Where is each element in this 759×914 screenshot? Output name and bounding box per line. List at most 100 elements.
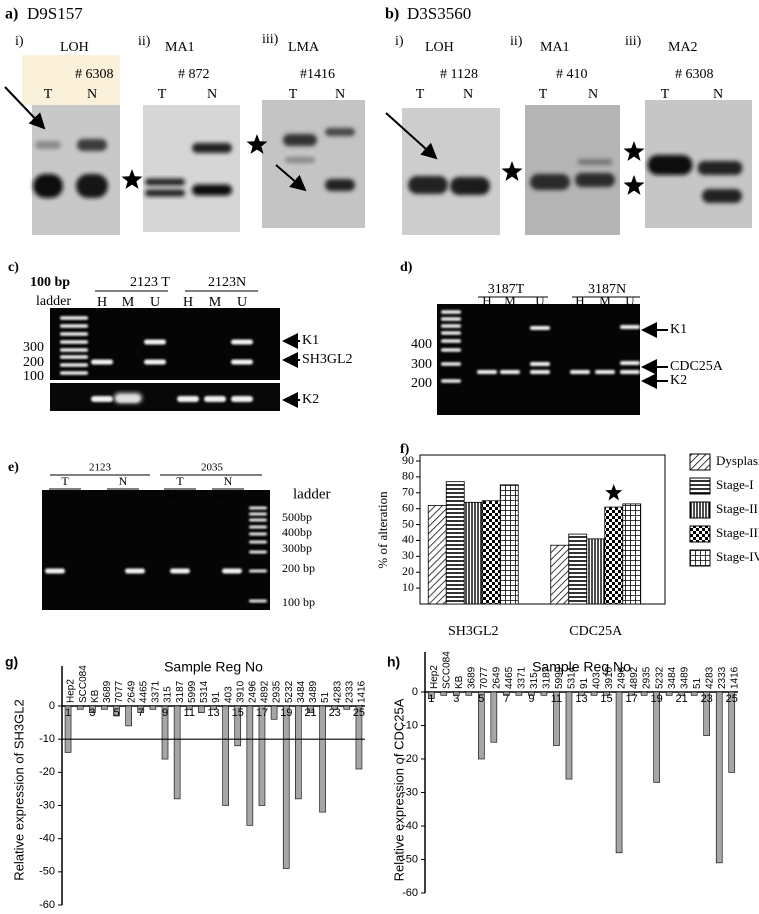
bar (550, 544, 570, 605)
lane-label: H (183, 295, 193, 310)
sample-label: 5999 (187, 680, 198, 703)
sample-label: 51 (320, 691, 331, 703)
sample-id: # 872 (178, 67, 210, 82)
lane-label: M (167, 490, 178, 504)
lane-label: M (108, 490, 119, 504)
gel-band (33, 174, 63, 198)
bar (678, 691, 685, 696)
x-tick-label: 15 (232, 707, 244, 719)
bar (319, 705, 326, 813)
x-tick-label: 7 (503, 693, 509, 705)
plot-frame (419, 454, 666, 605)
y-axis-label: % of alteration (375, 491, 390, 569)
lane-label: M (122, 295, 135, 310)
panel-label: c) (8, 260, 19, 275)
sample-label: 3910 (235, 680, 246, 703)
tissue-label: T (176, 474, 184, 488)
y-tick-label: -60 (402, 887, 418, 899)
star (623, 141, 645, 161)
y-tick-label: 70 (402, 485, 414, 499)
sample-id: # 6308 (75, 67, 114, 82)
legend-swatch (689, 549, 711, 567)
size-label: 100 bp (282, 595, 315, 609)
x-tick-label: CDC25A (569, 624, 623, 639)
lane-label: H (575, 293, 584, 308)
x-tick-label: 19 (650, 693, 662, 705)
gel-band (144, 359, 166, 365)
sample-label: 91 (579, 677, 590, 689)
sample-label: 5232 (284, 680, 295, 703)
x-tick-label: 1 (65, 707, 71, 719)
y-tick-label: 10 (402, 580, 414, 594)
lane-label: N (335, 87, 345, 102)
gel-band (620, 361, 640, 365)
gel-band (530, 174, 570, 190)
gel-band (204, 396, 226, 402)
bar (565, 691, 573, 780)
y-tick-label: -30 (39, 799, 55, 811)
sample-label: 3187 (542, 666, 553, 689)
gel-band (577, 159, 613, 165)
bar (76, 705, 84, 710)
panel-kind: MA2 (668, 40, 698, 55)
lane-label: U (625, 293, 635, 308)
size-label: 200 (411, 376, 432, 391)
y-tick-label: -20 (402, 753, 418, 765)
gel-band (144, 339, 166, 345)
panel-kind: MA1 (540, 40, 570, 55)
x-tick-label: 11 (551, 693, 562, 705)
sample-label: 2649 (492, 666, 503, 689)
bar (282, 705, 290, 869)
gel-band (249, 599, 267, 603)
sample-label: 3489 (679, 666, 690, 689)
panel-num: iii) (625, 34, 642, 49)
size-label: 300 (23, 340, 44, 355)
bar (568, 533, 588, 605)
bar (690, 691, 698, 696)
x-tick-label: 5 (113, 707, 119, 719)
bar (515, 691, 523, 696)
x-tick-label: 25 (353, 707, 365, 719)
arrow (275, 164, 307, 192)
legend-label: Stage-I (716, 477, 754, 492)
gel (143, 105, 240, 232)
y-tick-label: 0 (49, 700, 55, 712)
ladder-label: ladder (36, 294, 71, 309)
y-tick-label: -40 (402, 820, 418, 832)
sample-label: 5314 (199, 680, 210, 703)
gel-band (177, 396, 199, 402)
panel-num: iii) (262, 32, 279, 47)
bar (490, 691, 498, 743)
sample-label: 3371 (151, 680, 162, 703)
gel-band (570, 370, 590, 374)
lane-label: N (713, 87, 723, 102)
panel-num: ii) (138, 34, 151, 49)
bar (703, 691, 711, 736)
y-tick-label: -10 (402, 719, 418, 731)
bar (307, 705, 314, 713)
lane-label: T (661, 87, 670, 102)
y-tick-label: -50 (402, 853, 418, 865)
bar (553, 691, 560, 746)
sample-label: 4283 (704, 666, 715, 689)
gel-band (249, 569, 267, 573)
gel-band (249, 525, 267, 529)
group-label: 2035 (201, 462, 224, 474)
sample-label: 4465 (504, 666, 515, 689)
gel-band (530, 370, 550, 374)
lane-label: N (588, 87, 598, 102)
gel (525, 105, 620, 235)
size-label: 300 (411, 357, 432, 372)
size-label: 100 (23, 369, 44, 384)
panel-kind: LOH (60, 40, 89, 55)
gel-band (702, 189, 742, 203)
bar (452, 691, 460, 696)
size-label: 500bp (282, 510, 312, 524)
gel-band (441, 317, 461, 321)
lane-label: N (463, 87, 473, 102)
y-axis-label: Relative expression of CDC25A (391, 698, 406, 881)
bar (586, 538, 606, 605)
sample-label: 3484 (667, 666, 678, 689)
x-tick-label: 17 (625, 693, 637, 705)
marker-name: D3S3560 (407, 4, 471, 23)
